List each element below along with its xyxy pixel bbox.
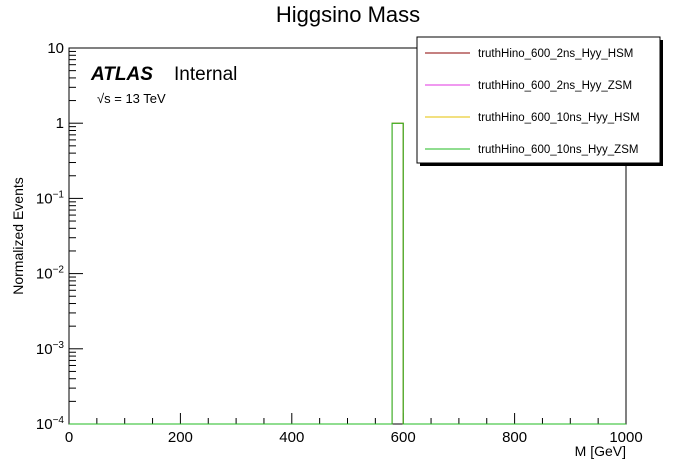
atlas-internal-label: Internal [174,64,237,85]
y-axis-label: Normalized Events [10,177,26,295]
x-tick-label: 600 [391,429,416,446]
x-tick-label: 1000 [609,429,642,446]
y-tick-label: 10−4 [36,415,65,433]
x-tick-label: 0 [65,429,73,446]
y-tick-label: 10 [47,40,64,57]
histogram-series [69,122,626,425]
x-axis-label: M [GeV] [575,443,626,459]
y-tick-label: 10−3 [36,340,65,358]
legend-label: truthHino_600_2ns_Hyy_HSM [478,48,633,60]
legend-box [416,36,661,164]
y-tick-label: 10−1 [36,189,65,207]
histogram-series [69,122,626,425]
legend-label: truthHino_600_2ns_Hyy_ZSM [478,80,632,92]
chart-title: Higgsino Mass [276,2,420,27]
y-tick-label: 1 [56,115,64,132]
legend-label: truthHino_600_10ns_Hyy_ZSM [478,144,638,156]
legend-label: truthHino_600_10ns_Hyy_HSM [478,112,640,124]
y-tick-label: 10−2 [36,265,65,283]
x-tick-label: 400 [279,429,304,446]
x-tick-label: 800 [502,429,527,446]
plot-area [69,122,626,425]
histogram-series [69,122,626,425]
histogram-series [69,122,626,425]
legend: truthHino_600_2ns_Hyy_HSM truthHino_600_2… [416,36,663,166]
energy-label: √s = 13 TeV [97,91,166,106]
y-axis: 10 1 10−1 10−2 10−3 10−4 [36,40,83,433]
x-tick-label: 200 [168,429,193,446]
atlas-label: ATLAS [90,64,153,85]
x-axis: 0 200 400 600 800 1000 [65,413,643,446]
